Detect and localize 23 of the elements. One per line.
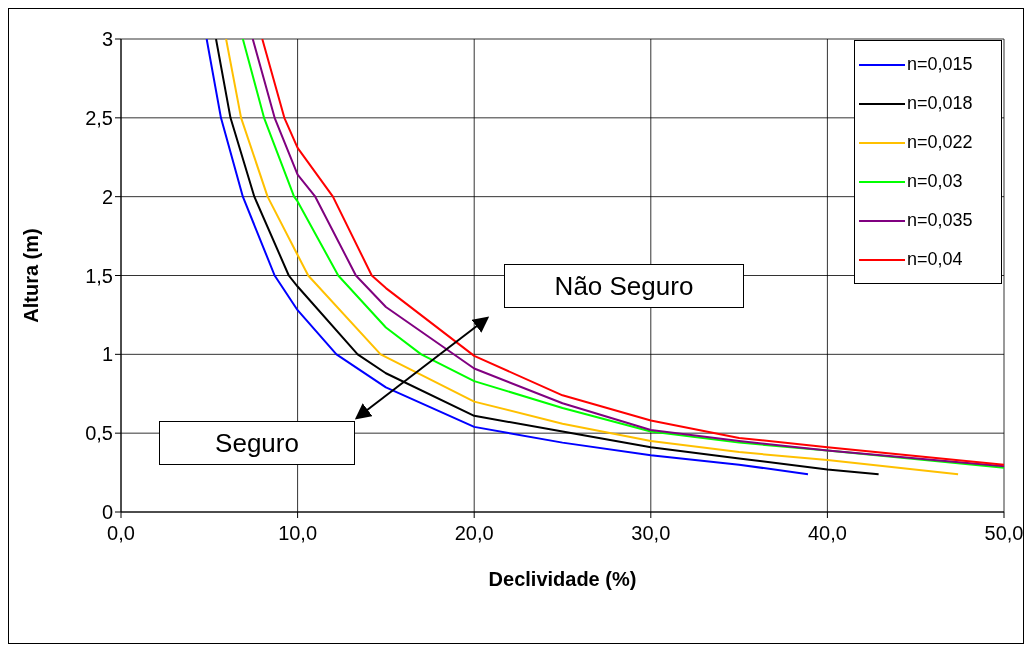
y-tick-label: 2 [101,185,113,208]
legend-label: n=0,04 [907,249,963,270]
y-tick-label: 2,5 [85,106,113,129]
y-tick-label: 1,5 [85,264,113,287]
legend-label: n=0,035 [907,210,973,231]
x-tick-label: 10,0 [278,522,318,545]
legend-label: n=0,015 [907,54,973,75]
y-axis-title: Altura (m) [20,228,43,323]
legend-label: n=0,018 [907,93,973,114]
x-tick-label: 50,0 [984,522,1024,545]
legend-label: n=0,03 [907,171,963,192]
y-tick-label: 1 [101,343,113,366]
x-tick-label: 0,0 [107,522,135,545]
x-axis-title: Declividade (%) [488,568,637,591]
text-box: Seguro [159,421,355,465]
y-tick-label: 3 [101,28,113,51]
legend-label: n=0,022 [907,132,973,153]
y-tick-label: 0,5 [85,422,113,445]
y-tick-label: 0 [101,501,113,524]
x-tick-label: 20,0 [454,522,494,545]
x-tick-label: 30,0 [631,522,671,545]
x-tick-label: 40,0 [807,522,847,545]
text-box: Não Seguro [504,264,744,308]
